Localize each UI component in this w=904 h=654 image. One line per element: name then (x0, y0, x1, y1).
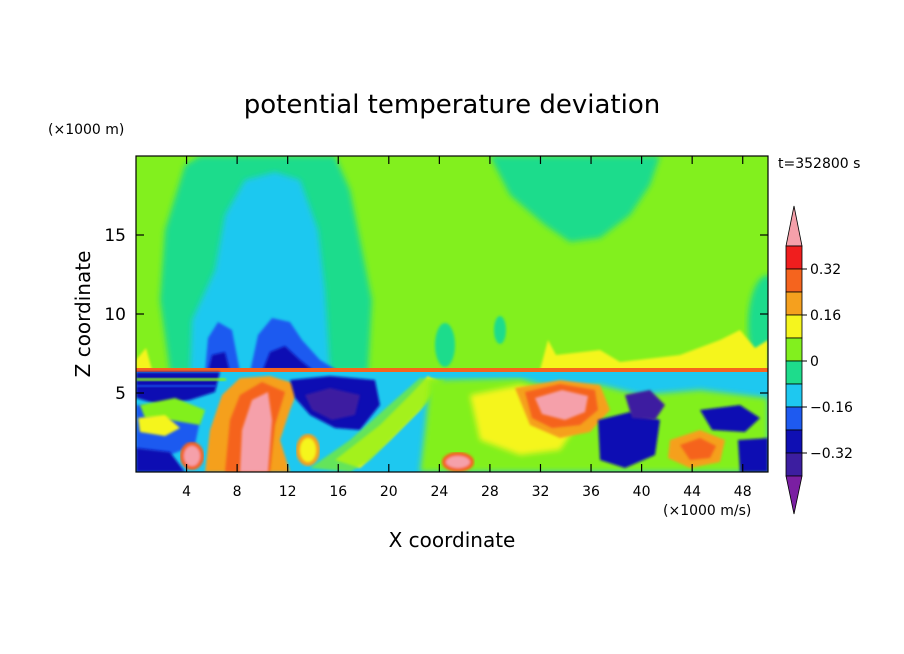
field-warm-blob-left (180, 442, 204, 470)
field-yellow-flecks (136, 330, 768, 372)
colorbar-label: 0.32 (810, 262, 841, 278)
colorbar-swatch (785, 360, 803, 385)
colorbar: 0.32 0.16 0 −0.16 −0.32 (785, 205, 853, 515)
time-label: t=352800 s (778, 156, 860, 172)
x-tick-label: 24 (430, 484, 448, 500)
x-tick-label: 4 (182, 484, 191, 500)
field-bottom-pink-blob (442, 452, 474, 472)
y-axis-ticks: 5 10 15 (104, 226, 768, 404)
field-right-pink (535, 390, 588, 420)
x-tick-label: 48 (734, 484, 752, 500)
x-tick-label: 16 (329, 484, 347, 500)
field-right-warm-b (680, 438, 716, 460)
field-purple-lobe (305, 388, 360, 420)
colorbar-swatch (785, 383, 803, 408)
field-navy-patch-a (262, 346, 315, 372)
x-tick-label: 12 (279, 484, 297, 500)
contour-field (136, 156, 768, 472)
field-right-navy-c (700, 405, 760, 432)
colorbar-swatch (785, 291, 803, 316)
x-tick-label: 44 (683, 484, 701, 500)
colorbar-extend-max (785, 205, 803, 247)
x-tick-label: 28 (481, 484, 499, 500)
field-teal-small-a (435, 323, 455, 367)
colorbar-label: −0.32 (810, 446, 853, 462)
field-lower-left-yellow (138, 415, 180, 436)
field-stripe-b (136, 385, 216, 387)
x-tick-label: 36 (582, 484, 600, 500)
colorbar-swatch (785, 429, 803, 454)
field-stripe-a (136, 378, 226, 381)
field-inversion-orange (136, 368, 768, 372)
colorbar-swatch (785, 268, 803, 293)
x-tick-label: 40 (633, 484, 651, 500)
chart-title: potential temperature deviation (244, 90, 660, 120)
field-teal-small-b (494, 316, 506, 344)
y-unit-label: (×1000 m) (48, 122, 124, 138)
colorbar-swatch (785, 452, 803, 477)
colorbar-label: −0.16 (810, 400, 853, 416)
field-warm-plume-pink (240, 392, 272, 472)
colorbar-label: 0.16 (810, 308, 841, 324)
field-right-navy-a (598, 412, 660, 468)
x-tick-label: 20 (380, 484, 398, 500)
field-bottom-left-navy (136, 448, 185, 472)
y-tick-label: 5 (115, 384, 126, 404)
colorbar-swatch (785, 245, 803, 270)
y-tick-label: 10 (104, 305, 126, 325)
y-axis-title: Z coordinate (71, 251, 95, 378)
y-tick-label: 15 (104, 226, 126, 246)
colorbar-swatch (785, 314, 803, 339)
field-teal-cap-right (490, 156, 660, 242)
x-tick-label: 8 (233, 484, 242, 500)
x-axis-title: X coordinate (389, 528, 516, 552)
colorbar-extend-min (785, 475, 803, 515)
x-unit-label: (×1000 m/s) (663, 503, 751, 519)
x-axis-ticks: 4 8 12 16 20 24 28 32 36 40 44 48 (182, 156, 752, 500)
field-diagonal-streak-green (310, 378, 445, 472)
colorbar-swatch (785, 406, 803, 431)
colorbar-swatch (785, 337, 803, 362)
field-right-navy-d (738, 438, 768, 472)
field-right-navy-b (625, 390, 665, 420)
colorbar-label: 0 (810, 354, 819, 370)
field-cyan-core (190, 172, 330, 372)
field-navy-patch-b (208, 352, 230, 372)
x-tick-label: 32 (532, 484, 550, 500)
field-stripe-c (430, 374, 768, 377)
field-warm-blob-mid (296, 434, 320, 466)
